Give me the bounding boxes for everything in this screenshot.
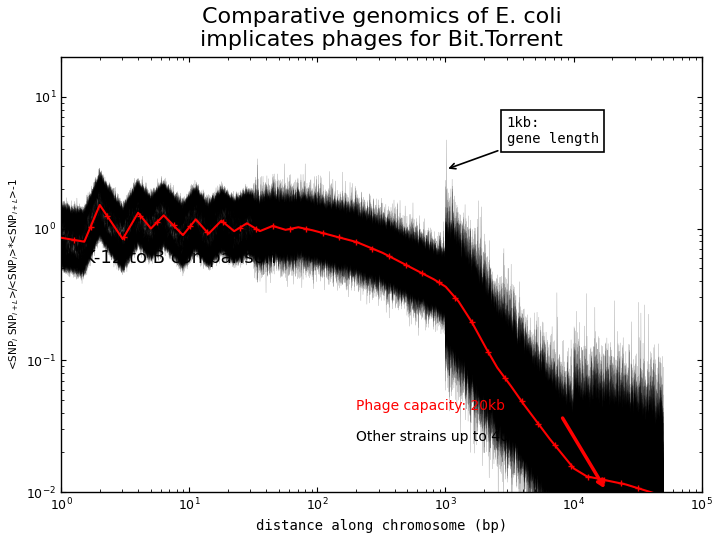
Text: 1kb:
gene length: 1kb: gene length: [450, 116, 599, 169]
Text: Phage capacity: 20kb: Phage capacity: 20kb: [356, 399, 505, 413]
X-axis label: distance along chromosome (bp): distance along chromosome (bp): [256, 519, 507, 533]
Text: Other strains up to 40kb: Other strains up to 40kb: [356, 430, 526, 444]
Text: K-12 to B comparison: K-12 to B comparison: [84, 249, 276, 267]
Title: Comparative genomics of E. coli
implicates phages for Bit.Torrent: Comparative genomics of E. coli implicat…: [200, 7, 563, 50]
Y-axis label: <SNP$_i$ SNP$_{i+L}$>/<SNP$_i$>*<SNP$_{i+L}$>-1: <SNP$_i$ SNP$_{i+L}$>/<SNP$_i$>*<SNP$_{i…: [7, 179, 21, 370]
